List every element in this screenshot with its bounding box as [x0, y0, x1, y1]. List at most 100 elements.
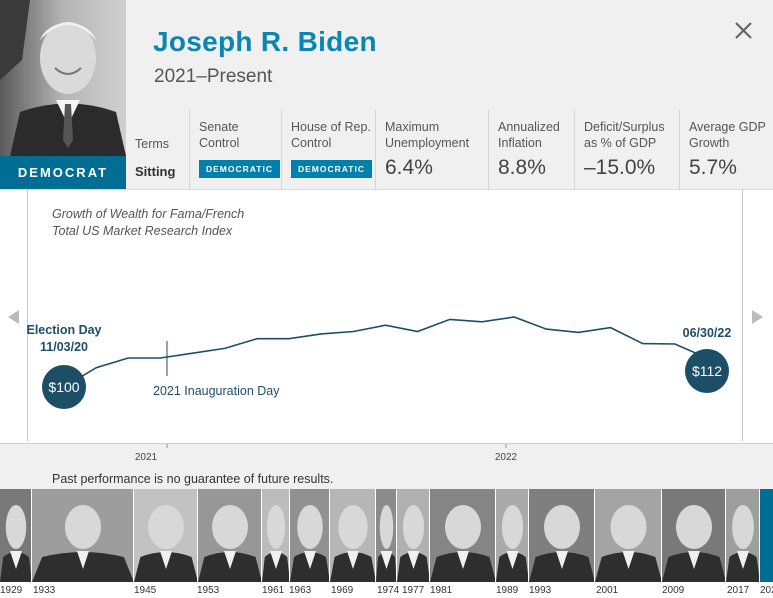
president-thumbnail: [134, 489, 197, 582]
president-portrait: [0, 0, 126, 156]
start-label-line2: 11/03/20: [40, 340, 88, 354]
disclaimer: Past performance is no guarantee of futu…: [52, 472, 334, 486]
end-value-marker: [685, 349, 729, 393]
stat-label: Deficit/Surplus as % of GDP: [584, 120, 665, 150]
timeline-president-1933[interactable]: [32, 489, 134, 582]
timeline-president-1989[interactable]: [496, 489, 529, 582]
end-value: $112: [692, 363, 722, 379]
timeline-year-label: 1969: [331, 585, 354, 596]
stat-cell: Average GDP Growth 5.7%: [679, 110, 773, 190]
president-thumbnail: [262, 489, 289, 582]
stat-value: 6.4%: [385, 156, 433, 179]
stat-cell: Terms Sitting: [126, 110, 189, 190]
stat-cell: Deficit/Surplus as % of GDP –15.0%: [574, 110, 679, 190]
end-label: 06/30/22: [683, 326, 732, 340]
timeline-year-label: 2021: [760, 585, 773, 596]
stat-value: 5.7%: [689, 156, 737, 179]
timeline-president-2021[interactable]: [760, 489, 773, 582]
x-tick-label: 2021: [135, 452, 158, 463]
timeline-year-label: 1953: [197, 585, 220, 596]
close-button[interactable]: [728, 16, 758, 46]
timeline-year-label: 2001: [596, 585, 619, 596]
timeline-president-2009[interactable]: [662, 489, 726, 582]
term-years: 2021–Present: [154, 66, 273, 87]
timeline-year-label: 1963: [289, 585, 312, 596]
header: DEMOCRAT Joseph R. Biden 2021–Present Te…: [0, 0, 773, 190]
timeline-year-label: 1961: [262, 585, 285, 596]
president-thumbnail: [0, 489, 31, 582]
stat-label: House of Rep. Control: [291, 120, 371, 150]
president-thumbnail: [430, 489, 495, 582]
timeline-president-1969[interactable]: [330, 489, 376, 582]
timeline-year-label: 1945: [134, 585, 157, 596]
timeline-president-1961[interactable]: [262, 489, 290, 582]
president-name: Joseph R. Biden: [153, 26, 377, 57]
previous-arrow-icon[interactable]: [8, 310, 19, 324]
timeline-year-label: 1977: [402, 585, 425, 596]
stat-label: Maximum Unemployment: [385, 120, 470, 150]
president-thumbnail: [726, 489, 759, 582]
stat-cell: Senate Control DEMOCRATIC: [189, 110, 281, 190]
chart-title-line1: Growth of Wealth for Fama/French: [52, 207, 245, 221]
timeline-president-1974[interactable]: [376, 489, 397, 582]
stat-cell: Maximum Unemployment 6.4%: [375, 110, 488, 190]
growth-chart: 2021 Inauguration Day Election Day 11/03…: [26, 316, 732, 409]
president-thumbnail: [198, 489, 261, 582]
chart-title: Growth of Wealth for Fama/French Total U…: [52, 206, 244, 240]
chart-left-border: [27, 190, 28, 441]
timeline-year-label: 1929: [0, 585, 23, 596]
timeline-president-1945[interactable]: [134, 489, 198, 582]
control-badge: DEMOCRATIC: [199, 160, 280, 178]
president-timeline: 1929 1933 1945 1953 1961 1963 1969 1974 1977 1981…: [0, 489, 773, 598]
stat-label: Average GDP Growth: [689, 120, 766, 150]
x-tick-label: 2022: [495, 452, 518, 463]
president-thumbnail: [330, 489, 375, 582]
start-value-marker: [42, 365, 86, 409]
president-thumbnail: [662, 489, 725, 582]
inauguration-label: 2021 Inauguration Day: [153, 384, 280, 398]
stat-label: Annualized Inflation: [498, 120, 560, 150]
president-thumbnail: [496, 489, 528, 582]
stat-label: Senate Control: [199, 120, 240, 150]
start-value: $100: [48, 379, 79, 395]
timeline-president-1953[interactable]: [198, 489, 262, 582]
stat-cell: Annualized Inflation 8.8%: [488, 110, 574, 190]
timeline-year-label: 1933: [33, 585, 56, 596]
stat-value: 8.8%: [498, 156, 546, 179]
timeline-president-1981[interactable]: [430, 489, 496, 582]
x-axis: 2021 2022: [135, 444, 518, 463]
timeline-year-label: 1981: [430, 585, 453, 596]
close-icon: [735, 22, 752, 39]
timeline-year-label: 1993: [529, 585, 552, 596]
timeline-president-1993[interactable]: [529, 489, 595, 582]
timeline-president-2001[interactable]: [595, 489, 662, 582]
timeline-president-1963[interactable]: [290, 489, 330, 582]
stat-label: Terms: [135, 137, 170, 151]
start-label-line1: Election Day: [26, 323, 101, 337]
timeline-president-1929[interactable]: [0, 489, 32, 582]
president-thumbnail: [397, 489, 429, 582]
x-axis-strip: 2021 2022 Past performance is no guarant…: [0, 443, 773, 489]
growth-series-line: [63, 316, 708, 388]
timeline-year-label: 2017: [727, 585, 750, 596]
party-badge: DEMOCRAT: [0, 156, 126, 189]
president-thumbnail: [32, 489, 133, 582]
chart-title-line2: Total US Market Research Index: [52, 224, 233, 238]
president-thumbnail: [376, 489, 396, 582]
timeline-president-1977[interactable]: [397, 489, 430, 582]
stat-cell: House of Rep. Control DEMOCRATIC: [281, 110, 375, 190]
president-thumbnail: [529, 489, 594, 582]
stat-value: Sitting: [135, 164, 176, 179]
control-badge: DEMOCRATIC: [291, 160, 372, 178]
chart-right-border: [742, 190, 743, 441]
stat-value: –15.0%: [584, 156, 656, 179]
timeline-year-label: 2009: [662, 585, 685, 596]
stats-row: Terms Sitting Senate Control DEMOCRATIC Hous…: [126, 110, 773, 190]
president-thumbnail: [595, 489, 661, 582]
chart-area: Growth of Wealth for Fama/French Total U…: [0, 190, 773, 443]
president-thumbnail: [290, 489, 329, 582]
timeline-president-2017[interactable]: [726, 489, 760, 582]
next-arrow-icon[interactable]: [752, 310, 763, 324]
timeline-year-label: 1974: [377, 585, 400, 596]
